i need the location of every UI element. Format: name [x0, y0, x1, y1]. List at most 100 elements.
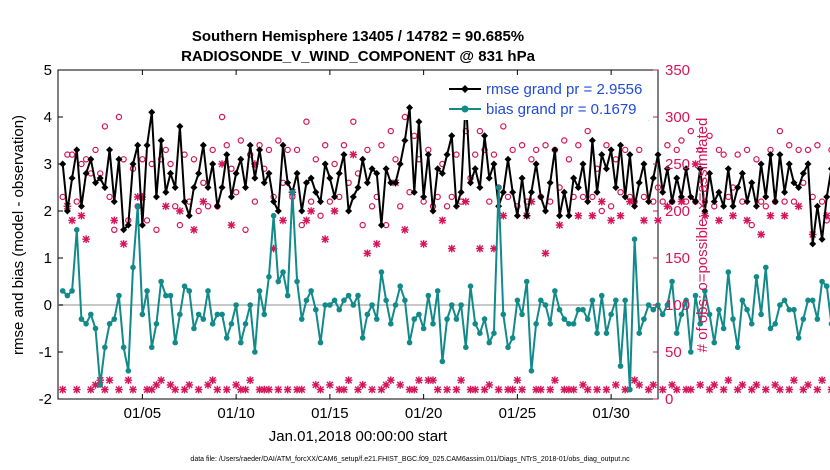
rmse-point	[143, 141, 151, 149]
rmse-point	[523, 212, 531, 220]
bias-point	[566, 321, 572, 327]
bias-point	[786, 306, 793, 313]
rmse-point	[701, 207, 709, 215]
rmse-point	[748, 179, 756, 187]
assimilated-obs-point	[58, 385, 67, 394]
rmse-point	[476, 184, 484, 191]
rmse-point	[218, 184, 226, 191]
assimilated-obs-point	[513, 376, 522, 384]
rmse-point	[377, 221, 385, 229]
assimilated-obs-point	[663, 202, 672, 211]
rmse-point	[626, 151, 634, 159]
assimilated-obs-point	[766, 211, 775, 220]
possible-obs-point	[143, 217, 151, 224]
rmse-point	[181, 198, 189, 206]
assimilated-obs-point	[696, 381, 704, 389]
bias-point	[594, 330, 600, 337]
possible-obs-point	[828, 147, 830, 153]
bias-point	[233, 302, 239, 308]
rmse-point	[579, 160, 587, 168]
bias-point	[650, 306, 657, 313]
rmse-point	[424, 151, 432, 159]
bias-point	[453, 316, 460, 322]
rmse-point	[359, 155, 367, 163]
rmse-point	[415, 118, 423, 126]
assimilated-obs-point	[822, 211, 830, 220]
rmse-point	[223, 151, 231, 159]
assimilated-obs-point	[82, 235, 90, 243]
possible-obs-point	[584, 127, 591, 135]
possible-obs-point	[743, 146, 751, 154]
possible-obs-point	[664, 141, 671, 149]
rmse-point	[631, 202, 639, 210]
rmse-point	[654, 151, 662, 159]
possible-obs-point	[204, 203, 212, 210]
bias-point	[167, 292, 174, 299]
assimilated-obs-point	[452, 385, 461, 394]
assimilated-obs-point	[560, 385, 569, 394]
possible-obs-point	[139, 156, 146, 163]
bias-point	[561, 316, 568, 322]
rmse-point	[692, 198, 699, 206]
possible-obs-point	[715, 146, 723, 154]
assimilated-obs-point	[541, 249, 550, 258]
legend-bias-label: bias grand pr = 0.1679	[486, 101, 637, 118]
bias-point	[69, 288, 75, 294]
rmse-point	[574, 184, 582, 191]
assimilated-obs-point	[743, 216, 751, 225]
bias-point	[341, 297, 347, 304]
rmse-point	[96, 174, 104, 182]
rmse-point	[120, 226, 128, 234]
possible-obs-point	[298, 221, 305, 229]
x-tick-label: 01/30	[592, 405, 630, 422]
assimilated-obs-point	[401, 226, 409, 234]
bias-point	[716, 306, 722, 313]
rmse-point	[204, 184, 212, 191]
assimilated-obs-point	[133, 193, 142, 201]
assimilated-obs-point	[213, 385, 222, 394]
rmse-point	[467, 179, 474, 187]
rmse-point	[499, 188, 507, 196]
rmse-point	[668, 198, 676, 206]
possible-obs-point	[232, 188, 240, 196]
rmse-point	[537, 193, 545, 201]
rmse-point	[621, 193, 629, 201]
assimilated-obs-point	[199, 197, 208, 206]
bias-point	[514, 297, 521, 304]
assimilated-obs-point	[415, 376, 423, 384]
bias-point	[327, 302, 333, 308]
possible-obs-point	[753, 156, 760, 163]
rmse-point	[438, 169, 446, 177]
possible-obs-point	[242, 226, 249, 233]
assimilated-obs-point	[344, 376, 353, 384]
rmse-point	[171, 184, 179, 191]
assimilated-obs-point	[316, 385, 325, 394]
bias-point	[134, 203, 141, 210]
assimilated-obs-point	[358, 381, 367, 389]
assimilated-obs-point	[490, 244, 498, 253]
assimilated-obs-point	[799, 385, 808, 394]
bias-point	[111, 316, 118, 322]
rmse-point	[513, 212, 521, 220]
bias-point	[336, 306, 343, 313]
bias-point	[402, 297, 408, 304]
bias-point	[416, 311, 422, 318]
bias-point	[772, 321, 778, 327]
bias-point	[345, 292, 352, 299]
bias-point	[463, 344, 469, 351]
y-right-tick-label: 150	[665, 250, 690, 267]
bias-point	[139, 311, 146, 318]
rmse-point	[274, 207, 282, 215]
bias-point	[191, 325, 197, 332]
assimilated-obs-point	[762, 385, 770, 394]
possible-obs-point	[725, 193, 732, 201]
assimilated-obs-point	[626, 197, 634, 206]
possible-obs-point	[598, 207, 605, 215]
rmse-point	[302, 179, 310, 187]
possible-obs-point	[392, 156, 399, 163]
assimilated-obs-point	[621, 385, 629, 394]
bias-point	[519, 311, 525, 318]
assimilated-obs-point	[68, 216, 76, 225]
possible-obs-point	[73, 198, 80, 205]
rmse-point	[532, 160, 540, 168]
